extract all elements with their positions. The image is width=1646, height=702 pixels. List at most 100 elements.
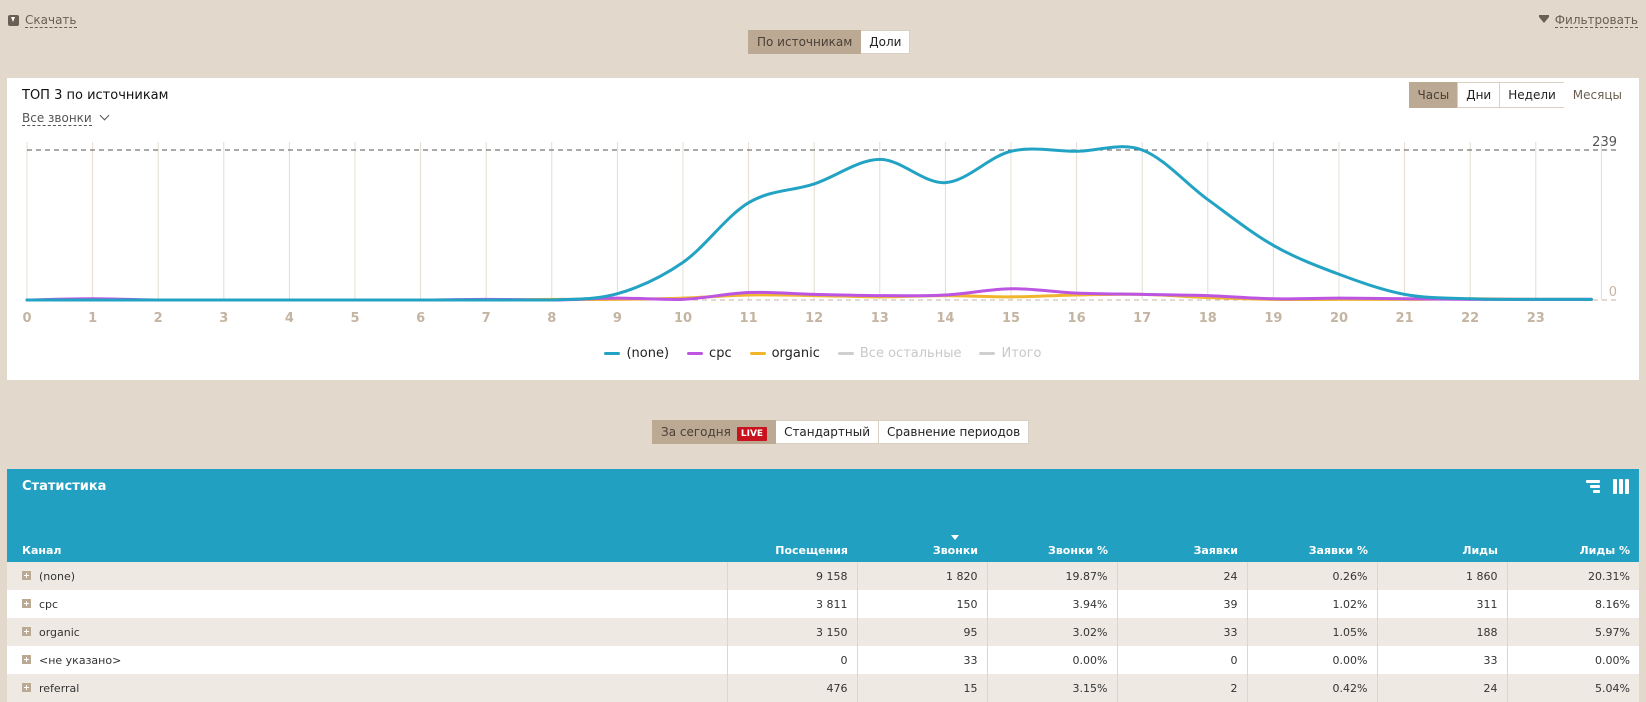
- x-tick-label: 19: [1264, 311, 1282, 326]
- tab-standard[interactable]: Стандартный: [776, 420, 880, 444]
- download-label: Скачать: [25, 13, 77, 28]
- tab-months[interactable]: Месяцы: [1563, 82, 1631, 108]
- x-tick-label: 21: [1396, 311, 1414, 326]
- col-visits[interactable]: Посещения: [775, 544, 848, 557]
- cell-requests-pct: 1.02%: [1246, 590, 1377, 618]
- filter-link[interactable]: Фильтровать: [1538, 13, 1638, 28]
- dropdown-value: Все звонки: [22, 111, 92, 126]
- expand-row-icon[interactable]: [22, 571, 31, 580]
- columns-icon[interactable]: [1613, 479, 1629, 495]
- col-leads[interactable]: Лиды: [1462, 544, 1498, 557]
- table-row[interactable]: (none) 9 158 1 820 19.87% 24 0.26% 1 860 20.31%: [7, 562, 1639, 590]
- cell-calls-pct: 0.00%: [986, 646, 1117, 674]
- col-requests-pct[interactable]: Заявки %: [1308, 544, 1368, 557]
- cell-leads-pct: 8.16%: [1506, 590, 1639, 618]
- legend-swatch: [749, 352, 766, 355]
- x-tick-label: 11: [740, 311, 758, 326]
- x-tick-label: 3: [219, 311, 228, 326]
- cell-visits: 3 150: [726, 618, 857, 646]
- cell-requests: 39: [1116, 590, 1247, 618]
- cell-leads: 311: [1376, 590, 1507, 618]
- mode-tabs: За сегодня LIVE Стандартный Сравнение пер…: [652, 420, 1030, 444]
- cell-leads: 188: [1376, 618, 1507, 646]
- expand-row-icon[interactable]: [22, 655, 31, 664]
- download-link[interactable]: Скачать: [8, 13, 77, 28]
- chart-title: ТОП 3 по источникам: [22, 88, 169, 103]
- table-row[interactable]: cpc 3 811 150 3.94% 39 1.02% 311 8.16%: [7, 590, 1639, 618]
- period-tabs: Часы Дни Недели Месяцы: [1408, 82, 1631, 108]
- series-line-cpc[interactable]: [25, 287, 1593, 302]
- legend-swatch: [687, 352, 704, 355]
- col-calls-pct[interactable]: Звонки %: [1048, 544, 1108, 557]
- cell-calls: 33: [856, 646, 987, 674]
- legend-item-cpc[interactable]: cpc: [687, 346, 732, 361]
- tab-by-sources[interactable]: По источникам: [748, 30, 862, 54]
- filter-icon: [1538, 14, 1549, 23]
- cell-calls: 15: [856, 674, 987, 702]
- x-tick-label: 20: [1330, 311, 1348, 326]
- y-min-label: 0: [1609, 285, 1617, 300]
- tab-days[interactable]: Дни: [1457, 82, 1501, 108]
- cell-leads-pct: 20.31%: [1506, 562, 1639, 590]
- tab-today[interactable]: За сегодня LIVE: [652, 420, 777, 444]
- x-tick-label: 8: [547, 311, 556, 326]
- x-tick-label: 13: [871, 311, 889, 326]
- expand-row-icon[interactable]: [22, 627, 31, 636]
- x-tick-label: 22: [1461, 311, 1479, 326]
- legend-swatch: [979, 352, 996, 355]
- x-tick-label: 17: [1133, 311, 1151, 326]
- legend-item-none[interactable]: (none): [604, 346, 669, 361]
- x-tick-label: 18: [1199, 311, 1217, 326]
- x-tick-label: 9: [613, 311, 622, 326]
- legend-item-organic[interactable]: organic: [749, 346, 820, 361]
- cell-requests-pct: 1.05%: [1246, 618, 1377, 646]
- legend-item-others[interactable]: Все остальные: [837, 346, 961, 361]
- col-leads-pct[interactable]: Лиды %: [1579, 544, 1630, 557]
- cell-channel: <не указано>: [7, 646, 727, 674]
- table-row[interactable]: <не указано> 0 33 0.00% 0 0.00% 33 0.00%: [7, 646, 1639, 674]
- x-tick-label: 14: [936, 311, 954, 326]
- calls-type-dropdown[interactable]: Все звонки: [22, 110, 110, 126]
- top-toolbar: Скачать По источникам Доли Фильтровать: [0, 0, 1646, 75]
- table-row[interactable]: organic 3 150 95 3.02% 33 1.05% 188 5.97%: [7, 618, 1639, 646]
- y-max-label: 239: [1592, 135, 1617, 150]
- cell-visits: 0: [726, 646, 857, 674]
- cell-requests-pct: 0.00%: [1246, 646, 1377, 674]
- sort-icon[interactable]: [1586, 479, 1600, 493]
- x-tick-label: 6: [416, 311, 425, 326]
- col-channel[interactable]: Канал: [22, 544, 62, 557]
- expand-row-icon[interactable]: [22, 599, 31, 608]
- cell-leads: 24: [1376, 674, 1507, 702]
- cell-calls-pct: 19.87%: [986, 562, 1117, 590]
- statistics-table: Канал Посещения Звонки Звонки % Заявки З…: [7, 535, 1639, 702]
- cell-calls-pct: 3.15%: [986, 674, 1117, 702]
- x-tick-label: 23: [1527, 311, 1545, 326]
- cell-requests: 33: [1116, 618, 1247, 646]
- series-line-none[interactable]: [25, 145, 1593, 302]
- col-calls[interactable]: Звонки: [857, 535, 987, 562]
- cell-requests: 0: [1116, 646, 1247, 674]
- legend-swatch: [604, 352, 621, 355]
- statistics-panel: Статистика Канал Посещения Звонки Звонки…: [7, 469, 1639, 702]
- cell-leads-pct: 5.97%: [1506, 618, 1639, 646]
- x-tick-label: 5: [350, 311, 359, 326]
- col-requests[interactable]: Заявки: [1193, 544, 1238, 557]
- legend-item-total[interactable]: Итого: [979, 346, 1042, 361]
- tab-weeks[interactable]: Недели: [1499, 82, 1565, 108]
- statistics-header: Статистика: [7, 469, 1639, 562]
- cell-leads-pct: 0.00%: [1506, 646, 1639, 674]
- tab-compare-periods[interactable]: Сравнение периодов: [879, 420, 1030, 444]
- table-row[interactable]: referral 476 15 3.15% 2 0.42% 24 5.04%: [7, 674, 1639, 702]
- cell-calls: 95: [856, 618, 987, 646]
- download-icon: [8, 15, 19, 26]
- expand-row-icon[interactable]: [22, 683, 31, 692]
- cell-channel: (none): [7, 562, 727, 590]
- chart-card: ТОП 3 по источникам Все звонки Часы Дни …: [7, 78, 1639, 380]
- cell-requests-pct: 0.42%: [1246, 674, 1377, 702]
- live-badge: LIVE: [736, 427, 768, 441]
- tab-hours[interactable]: Часы: [1408, 82, 1459, 108]
- tab-shares[interactable]: Доли: [861, 30, 911, 54]
- cell-channel: organic: [7, 618, 727, 646]
- cell-leads-pct: 5.04%: [1506, 674, 1639, 702]
